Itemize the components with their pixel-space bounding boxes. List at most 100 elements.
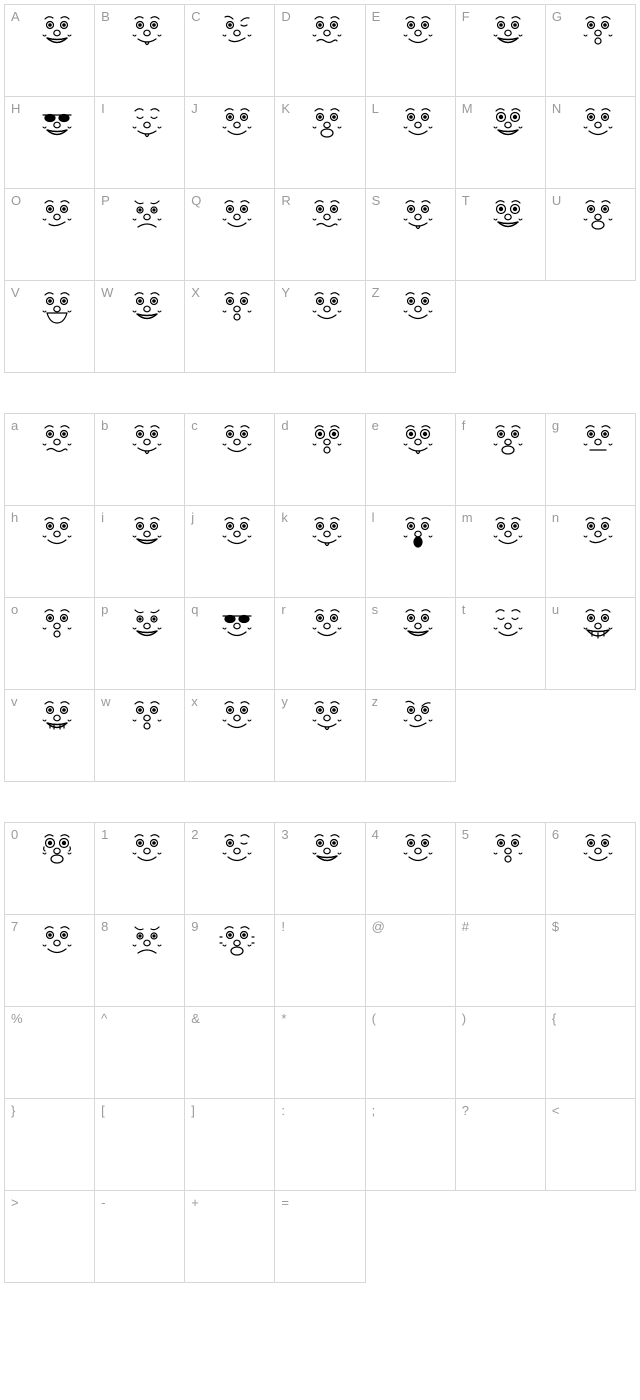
glyph-cell[interactable]: P (95, 189, 185, 281)
glyph-cell[interactable]: R (275, 189, 365, 281)
face-glyph-icon (488, 105, 528, 141)
glyph-cell[interactable]: F (456, 5, 546, 97)
glyph-cell[interactable]: ( (366, 1007, 456, 1099)
glyph-cell[interactable]: r (275, 598, 365, 690)
glyph-cell[interactable]: n (546, 506, 636, 598)
glyph-cell[interactable]: S (366, 189, 456, 281)
glyph-cell[interactable]: 5 (456, 823, 546, 915)
glyph-cell[interactable]: > (5, 1191, 95, 1283)
glyph-cell[interactable]: Q (185, 189, 275, 281)
glyph-cell[interactable]: X (185, 281, 275, 373)
glyph-cell[interactable]: B (95, 5, 185, 97)
glyph-cell[interactable]: U (546, 189, 636, 281)
glyph-cell[interactable]: } (5, 1099, 95, 1191)
glyph-cell[interactable]: C (185, 5, 275, 97)
glyph-cell[interactable]: T (456, 189, 546, 281)
glyph-cell[interactable]: x (185, 690, 275, 782)
glyph-cell[interactable]: s (366, 598, 456, 690)
char-label: 9 (191, 919, 198, 934)
glyph-cell[interactable]: < (546, 1099, 636, 1191)
glyph-cell[interactable]: I (95, 97, 185, 189)
face-glyph-icon (398, 105, 438, 141)
glyph-cell[interactable]: p (95, 598, 185, 690)
glyph-cell[interactable]: i (95, 506, 185, 598)
glyph-cell[interactable]: q (185, 598, 275, 690)
glyph-cell[interactable]: V (5, 281, 95, 373)
glyph-cell[interactable]: M (456, 97, 546, 189)
glyph-cell[interactable]: z (366, 690, 456, 782)
glyph-cell[interactable]: % (5, 1007, 95, 1099)
glyph-cell[interactable]: [ (95, 1099, 185, 1191)
glyph-cell[interactable]: ^ (95, 1007, 185, 1099)
glyph-cell[interactable]: K (275, 97, 365, 189)
glyph-cell[interactable]: + (185, 1191, 275, 1283)
glyph-cell[interactable]: @ (366, 915, 456, 1007)
glyph-cell[interactable]: d (275, 414, 365, 506)
glyph-cell[interactable]: 3 (275, 823, 365, 915)
glyph-cell[interactable]: A (5, 5, 95, 97)
glyph-cell[interactable]: - (95, 1191, 185, 1283)
glyph-cell[interactable]: $ (546, 915, 636, 1007)
glyph-cell[interactable]: t (456, 598, 546, 690)
glyph-cell[interactable]: O (5, 189, 95, 281)
glyph-cell[interactable]: * (275, 1007, 365, 1099)
glyph-cell[interactable]: 7 (5, 915, 95, 1007)
glyph-cell[interactable]: j (185, 506, 275, 598)
glyph-cell[interactable]: a (5, 414, 95, 506)
glyph-cell[interactable]: v (5, 690, 95, 782)
glyph-cell[interactable]: ) (456, 1007, 546, 1099)
glyph-cell[interactable]: w (95, 690, 185, 782)
glyph-cell[interactable]: e (366, 414, 456, 506)
glyph-cell[interactable]: : (275, 1099, 365, 1191)
char-label: n (552, 510, 559, 525)
glyph-cell[interactable]: 9 (185, 915, 275, 1007)
face-glyph-icon (37, 422, 77, 458)
glyph-cell[interactable]: ! (275, 915, 365, 1007)
face-glyph-icon (127, 13, 167, 49)
glyph-cell[interactable]: l (366, 506, 456, 598)
glyph-cell[interactable]: 1 (95, 823, 185, 915)
glyph-cell[interactable]: ? (456, 1099, 546, 1191)
glyph-cell[interactable]: o (5, 598, 95, 690)
glyph-cell[interactable]: L (366, 97, 456, 189)
glyph-cell[interactable]: h (5, 506, 95, 598)
face-glyph-icon (578, 105, 618, 141)
glyph-cell[interactable]: y (275, 690, 365, 782)
glyph-cell[interactable]: G (546, 5, 636, 97)
glyph-cell[interactable]: c (185, 414, 275, 506)
char-label: y (281, 694, 288, 709)
glyph-cell[interactable]: J (185, 97, 275, 189)
glyph-cell[interactable]: = (275, 1191, 365, 1283)
glyph-cell[interactable]: 6 (546, 823, 636, 915)
glyph-cell[interactable]: 2 (185, 823, 275, 915)
glyph-cell[interactable]: N (546, 97, 636, 189)
face-glyph-icon (37, 831, 77, 867)
face-glyph-icon (217, 13, 257, 49)
glyph-cell[interactable]: m (456, 506, 546, 598)
glyph-cell[interactable]: u (546, 598, 636, 690)
char-label: I (101, 101, 105, 116)
glyph-cell[interactable]: g (546, 414, 636, 506)
glyph-cell[interactable]: H (5, 97, 95, 189)
glyph-cell[interactable]: 4 (366, 823, 456, 915)
face-glyph-icon (127, 422, 167, 458)
glyph-cell[interactable]: E (366, 5, 456, 97)
glyph-cell[interactable]: b (95, 414, 185, 506)
glyph-cell[interactable]: W (95, 281, 185, 373)
face-glyph-icon (307, 514, 347, 550)
glyph-cell[interactable]: # (456, 915, 546, 1007)
glyph-cell[interactable]: 0 (5, 823, 95, 915)
glyph-cell[interactable]: { (546, 1007, 636, 1099)
glyph-cell[interactable]: ; (366, 1099, 456, 1191)
char-label: z (372, 694, 379, 709)
glyph-cell[interactable]: k (275, 506, 365, 598)
glyph-cell[interactable]: Z (366, 281, 456, 373)
char-label: 4 (372, 827, 379, 842)
glyph-cell[interactable]: f (456, 414, 546, 506)
glyph-cell[interactable]: 8 (95, 915, 185, 1007)
char-label: > (11, 1195, 19, 1210)
glyph-cell[interactable]: ] (185, 1099, 275, 1191)
glyph-cell[interactable]: Y (275, 281, 365, 373)
glyph-cell[interactable]: D (275, 5, 365, 97)
glyph-cell[interactable]: & (185, 1007, 275, 1099)
